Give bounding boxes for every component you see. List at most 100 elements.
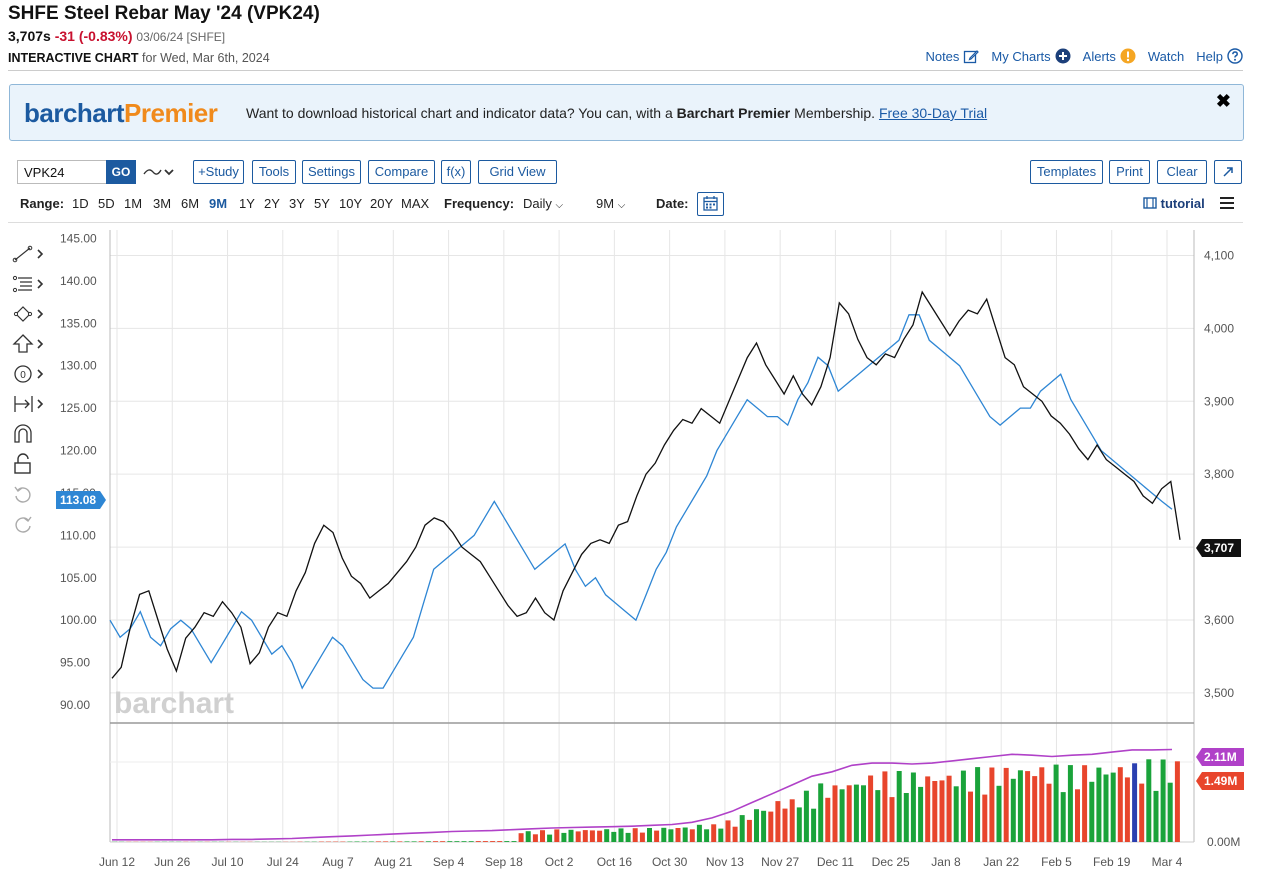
banner-text-pre: Want to download historical chart and in… [246,105,673,121]
lock-icon[interactable] [10,452,50,476]
range-3m[interactable]: 3M [153,196,172,211]
range-5y[interactable]: 5Y [314,196,330,211]
volume-bar [639,832,645,842]
volume-axis-tick-label: 0.00M [1207,835,1240,849]
close-icon[interactable]: ✖ [1215,91,1231,111]
volume-bar [1053,764,1059,842]
study-button[interactable]: +Study [193,160,244,184]
volume-bar [996,785,1002,842]
chart-type-dropdown[interactable] [141,162,175,187]
range-10y[interactable]: 10Y [339,196,363,211]
volume-bar [1103,774,1109,842]
volume-bar [1174,761,1180,842]
volume-bar [925,776,931,842]
header-divider [8,70,1243,71]
my-charts-link[interactable]: My Charts [991,48,1071,64]
interactive-chart-label: INTERACTIVE CHART [8,51,139,65]
volume-bar [1110,772,1116,842]
magnet-icon[interactable] [10,422,50,446]
svg-text:3,707: 3,707 [1204,541,1234,555]
x-tick-label: Oct 16 [597,855,633,869]
volume-bar [939,780,945,842]
watch-link[interactable]: Watch [1148,49,1184,64]
volume-bar [732,826,738,842]
volume-bar [739,815,745,842]
range-3y[interactable]: 3Y [289,196,305,211]
left-axis-tick-label: 90.00 [60,698,90,712]
expand-button[interactable] [1214,160,1242,184]
range-6m[interactable]: 6M [181,196,200,211]
x-tick-label: Jan 22 [983,855,1019,869]
volume-bar [682,827,688,842]
x-tick-label: Feb 19 [1093,855,1131,869]
range-1y[interactable]: 1Y [239,196,255,211]
line-draw-icon[interactable] [10,242,50,266]
volume-bar [846,785,852,842]
volume-bar [882,771,888,842]
shape-icon[interactable] [10,302,50,326]
clear-button[interactable]: Clear [1157,160,1207,184]
volume-bar [1089,781,1095,842]
volume-bar [910,772,916,842]
go-button[interactable]: GO [106,160,136,184]
x-tick-label: Sep 18 [485,855,523,869]
volume-bar [490,841,496,842]
print-button[interactable]: Print [1109,160,1150,184]
volume-bar [454,841,460,842]
exclamation-circle-icon [1120,48,1136,64]
volume-bar [525,831,531,842]
range-bar: Range: 1D 5D 1M 3M 6M 9M 1Y 2Y 3Y 5Y 10Y… [20,192,1240,216]
svg-text:2.11M: 2.11M [1204,750,1237,764]
measure-icon[interactable] [10,392,50,416]
range-20y[interactable]: 20Y [370,196,394,211]
volume-bar [775,801,781,842]
settings-button[interactable]: Settings [302,160,361,184]
compare-button[interactable]: Compare [368,160,435,184]
date-picker-button[interactable] [697,192,724,216]
volume-bar [853,784,859,842]
tutorial-link[interactable]: tutorial [1143,196,1205,211]
volume-bar [1082,765,1088,842]
volume-bar [982,794,988,842]
templates-button[interactable]: Templates [1030,160,1103,184]
volume-bar [354,841,360,842]
free-trial-link[interactable]: Free 30-Day Trial [878,105,988,121]
undo-icon[interactable] [10,482,50,506]
annotation-icon[interactable]: 0 [10,362,50,386]
x-tick-label: Oct 30 [652,855,688,869]
alerts-link[interactable]: Alerts [1083,48,1136,64]
range-5d[interactable]: 5D [98,196,115,211]
help-label: Help [1196,48,1223,64]
range-max[interactable]: MAX [401,196,430,211]
range-9m[interactable]: 9M [209,196,228,211]
range-2y[interactable]: 2Y [264,196,280,211]
range-1m[interactable]: 1M [124,196,143,211]
volume-bar [875,790,881,842]
period-select[interactable]: 9M ⌵ [596,196,625,211]
plus-circle-icon [1055,48,1071,64]
tools-button[interactable]: Tools [252,160,296,184]
svg-text:0: 0 [20,370,26,381]
volume-bar [383,841,389,842]
fx-button[interactable]: f(x) [441,160,471,184]
volume-bar [689,829,695,842]
grid-view-button[interactable]: Grid View [478,160,557,184]
help-link[interactable]: Help [1196,48,1243,64]
range-label: Range: [20,196,65,211]
volume-bar [918,786,924,842]
volume-bar [654,830,660,842]
frequency-select[interactable]: Daily ⌵ [523,196,563,211]
range-1d[interactable]: 1D [72,196,89,211]
notes-link[interactable]: Notes [925,48,980,64]
volume-bar [1039,767,1045,842]
hamburger-menu-icon[interactable] [1219,196,1235,213]
volume-bar [661,827,667,842]
fib-retracement-icon[interactable] [10,272,50,296]
volume-bar [668,829,674,842]
arrow-icon[interactable] [10,332,50,356]
redo-icon[interactable] [10,512,50,536]
volume-bar [711,824,717,842]
volume-bar [975,767,981,842]
volume-bar [475,841,481,842]
